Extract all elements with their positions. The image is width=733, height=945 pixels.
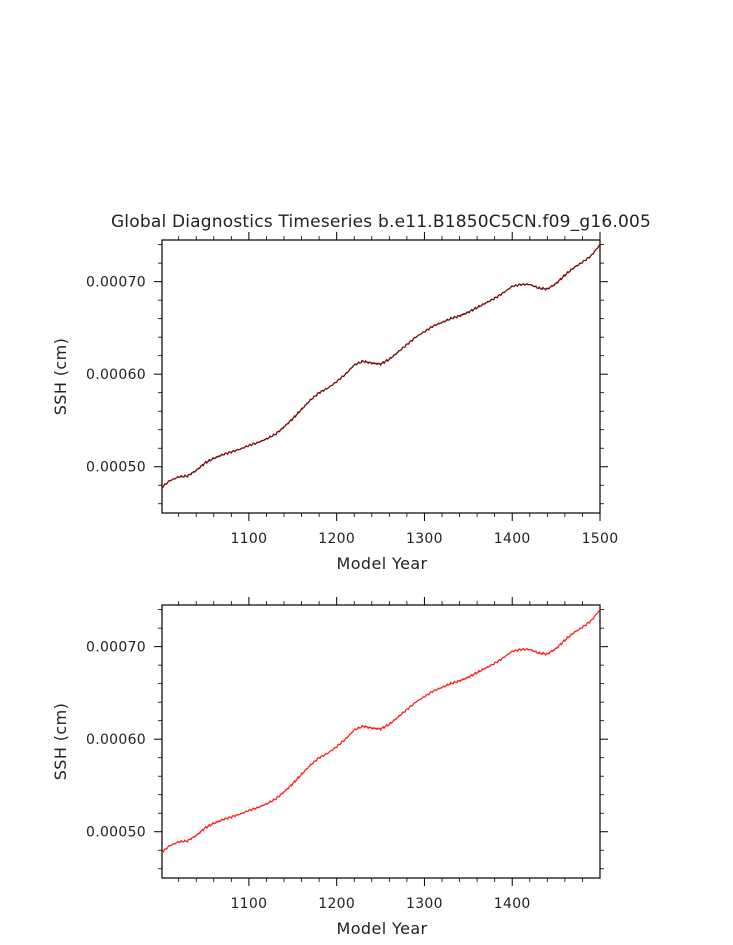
x-tick-label: 1100 [230,531,267,547]
plot-frame [161,239,601,514]
y-tick-label: 0.00050 [86,825,146,841]
series-line [161,608,601,853]
chart-panel-bottom: 1100 1200 1300 1400 0.00050 0.00060 0.00070 Mod… [51,597,608,938]
x-tick-label: 1300 [406,531,443,547]
y-tick-label: 0.00070 [86,640,146,656]
x-tick-label: 1400 [494,531,531,547]
y-tick-label: 0.00060 [86,732,146,748]
x-tick-label: 1200 [318,896,355,912]
y-tick-label: 0.00050 [86,460,146,476]
x-tick-label: 1400 [494,896,531,912]
chart-panel-top: 1100 1200 1300 1400 1500 0.00050 0.00060 0.0007… [51,232,618,573]
x-axis-label: Model Year [337,554,428,573]
plot-frame [161,604,601,879]
y-tick-label: 0.00060 [86,367,146,383]
x-tick-label: 1100 [230,896,267,912]
y-axis-label: SSH (cm) [51,703,70,781]
x-tick-label: 1200 [318,531,355,547]
y-tick-label: 0.00070 [86,275,146,291]
figure-title: Global Diagnostics Timeseries b.e11.B185… [111,212,651,232]
y-axis-label: SSH (cm) [51,338,70,416]
series-line [161,243,601,488]
x-axis-label: Model Year [337,919,428,938]
x-tick-label: 1300 [406,896,443,912]
x-tick-label: 1500 [582,531,619,547]
